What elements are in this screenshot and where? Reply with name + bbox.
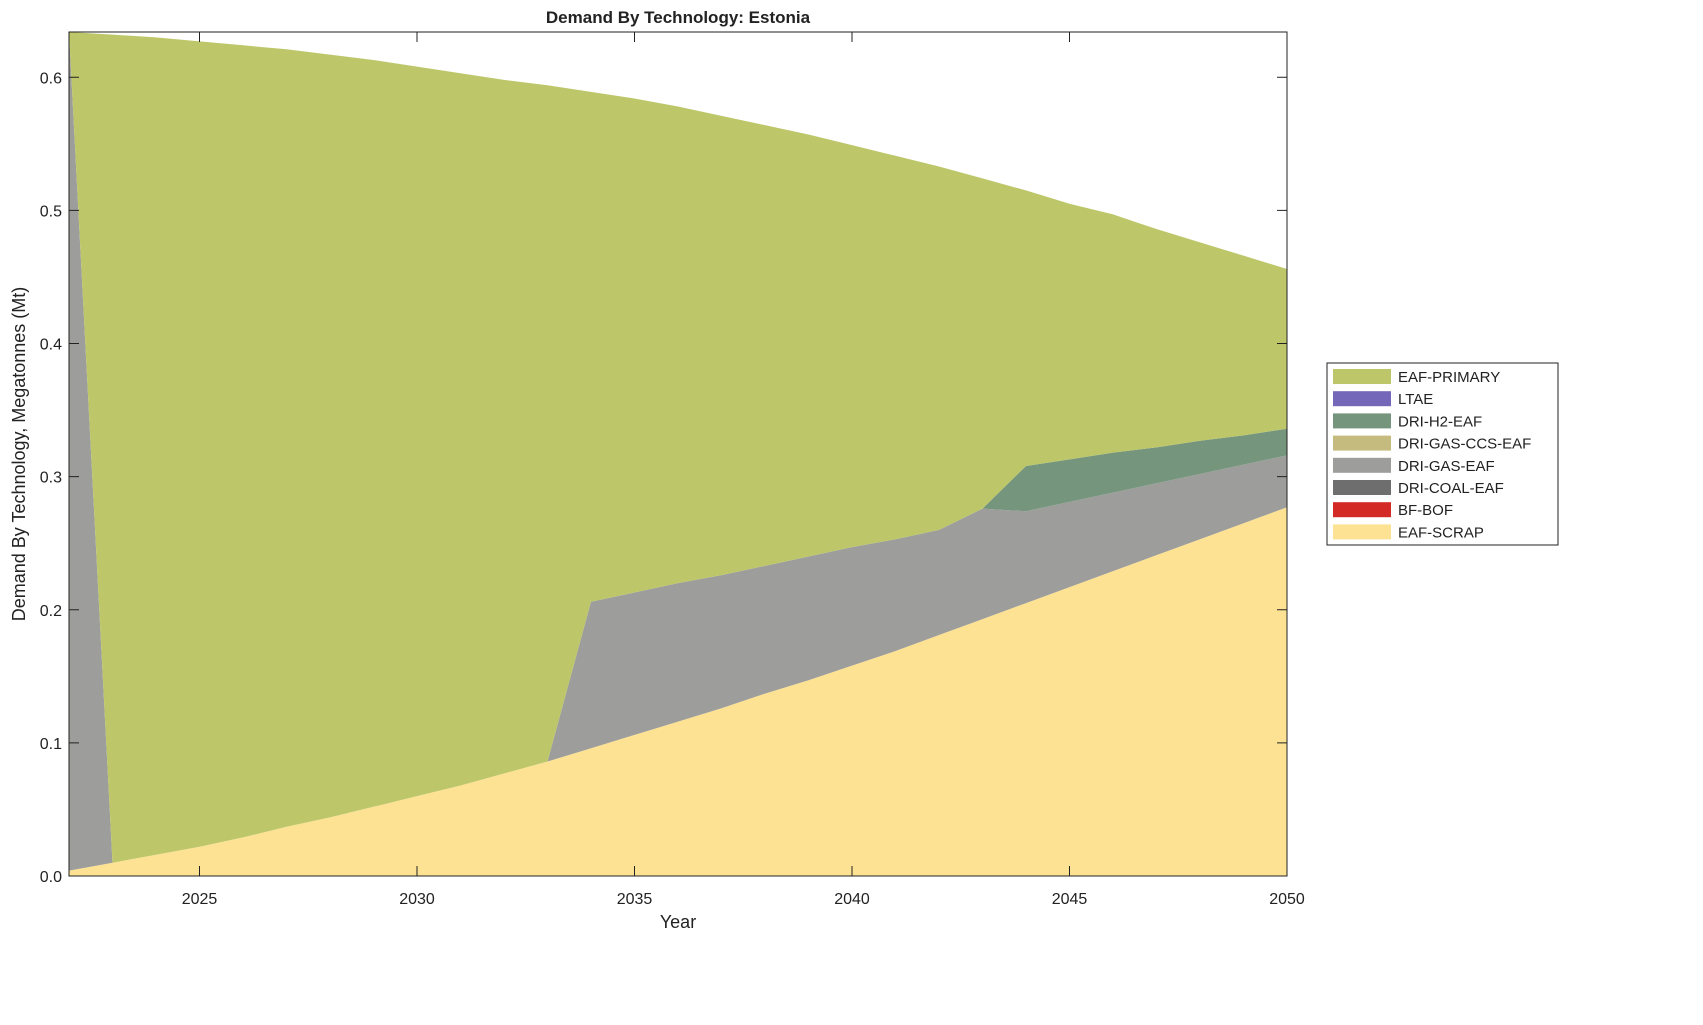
x-tick-label: 2040 [834, 891, 870, 908]
legend-item-dri-coal-eaf: DRI-COAL-EAF [1333, 480, 1504, 497]
chart-title: Demand By Technology: Estonia [546, 8, 811, 27]
y-tick-label: 0.5 [40, 203, 62, 220]
y-tick-label: 0.4 [40, 337, 62, 354]
legend-item-dri-gas-ccs-eaf: DRI-GAS-CCS-EAF [1333, 435, 1531, 453]
legend-label: LTAE [1398, 391, 1433, 408]
area-eaf-scrap [69, 507, 1287, 876]
legend: EAF-PRIMARY LTAE DRI-H2-EAF DRI-GAS-CCS-EAF… [1326, 362, 1559, 546]
legend-label: DRI-GAS-EAF [1398, 458, 1495, 475]
x-axis-label: Year [660, 912, 696, 932]
legend-item-eaf-scrap: EAF-SCRAP [1333, 524, 1484, 541]
y-tick-label: 0.0 [40, 869, 62, 886]
x-tick-label: 2050 [1269, 891, 1305, 908]
legend-swatch [1333, 524, 1391, 540]
plot-frame [68, 31, 1288, 877]
legend-swatch [1333, 480, 1391, 495]
legend-label: DRI-COAL-EAF [1398, 480, 1504, 497]
y-tick-label: 0.3 [40, 470, 62, 487]
legend-label: DRI-GAS-CCS-EAF [1398, 436, 1531, 453]
area-layers [69, 32, 1287, 876]
x-tick-label: 2025 [182, 891, 218, 908]
legend-label: BF-BOF [1398, 502, 1453, 519]
legend-item-dri-h2-eaf: DRI-H2-EAF [1333, 413, 1482, 430]
legend-item-ltae: LTAE [1333, 391, 1433, 408]
x-tick-label: 2030 [399, 891, 435, 908]
legend-item-dri-gas-eaf: DRI-GAS-EAF [1333, 457, 1495, 475]
legend-item-eaf-primary: EAF-PRIMARY [1333, 369, 1500, 386]
axis-ticks: 2025 2030 2035 2040 2045 2050 0.0 0.1 0.2 0.3 0.4 0… [40, 32, 1305, 908]
y-tick-label: 0.1 [40, 736, 62, 753]
legend-swatch [1333, 391, 1391, 407]
y-axis-label: Demand By Technology, Megatonnes (Mt) [9, 287, 29, 622]
legend-label: EAF-PRIMARY [1398, 369, 1500, 386]
x-tick-label: 2045 [1052, 891, 1088, 908]
legend-item-bf-bof: BF-BOF [1333, 502, 1453, 519]
area-dri-gas-eaf [69, 32, 1287, 871]
area-eaf-primary [69, 32, 1287, 863]
legend-swatch [1333, 413, 1391, 429]
y-tick-label: 0.2 [40, 603, 62, 620]
legend-swatch [1333, 369, 1391, 384]
x-tick-label: 2035 [617, 891, 653, 908]
legend-swatch [1333, 502, 1391, 518]
y-tick-label: 0.6 [40, 70, 62, 87]
legend-swatch [1333, 435, 1391, 451]
legend-label: DRI-H2-EAF [1398, 413, 1482, 430]
legend-swatch [1333, 457, 1391, 473]
legend-label: EAF-SCRAP [1398, 524, 1484, 541]
